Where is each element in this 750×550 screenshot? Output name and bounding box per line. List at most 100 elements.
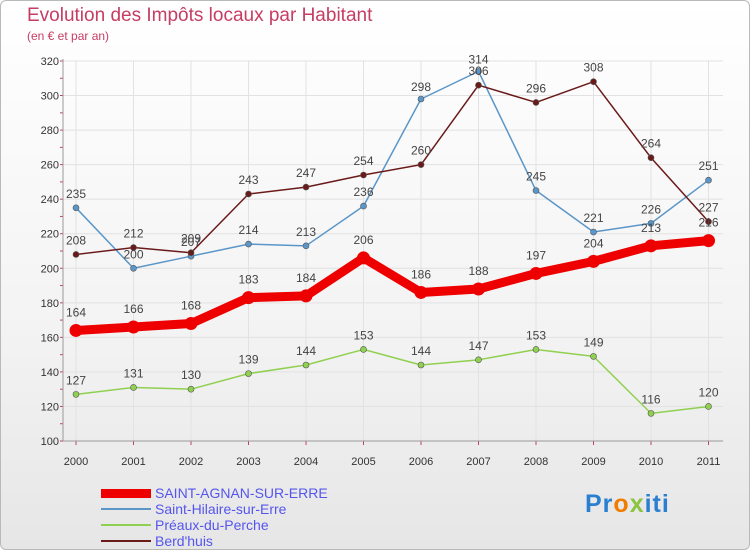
data-point [187, 249, 195, 257]
data-label: 208 [66, 233, 86, 247]
data-point [360, 171, 367, 179]
data-point [532, 99, 540, 106]
data-label: 243 [238, 173, 258, 187]
data-point [475, 81, 482, 89]
data-point [72, 204, 80, 212]
x-tick-label: 2009 [581, 456, 605, 468]
data-point [475, 356, 482, 364]
data-label: 206 [353, 233, 373, 247]
data-point [587, 254, 600, 268]
data-point [245, 240, 252, 248]
y-tick-label: 120 [41, 401, 59, 413]
data-label: 149 [583, 335, 603, 349]
data-label: 197 [526, 248, 546, 262]
data-label: 226 [641, 202, 661, 216]
series-line-1 [75, 70, 710, 270]
data-point [590, 228, 597, 236]
data-label: 306 [468, 64, 488, 78]
data-point [130, 244, 137, 251]
data-label: 209 [181, 232, 201, 246]
data-point [590, 353, 597, 360]
data-point [302, 242, 310, 250]
y-tick-label: 280 [41, 125, 59, 137]
data-point [472, 282, 485, 296]
data-label: 207 [181, 235, 201, 249]
data-label: 221 [583, 211, 603, 225]
data-label: 235 [66, 187, 86, 201]
chart-subtitle: (en € et par an) [27, 29, 110, 43]
legend-swatch-saint-agnan [101, 488, 151, 498]
data-label: 131 [123, 366, 143, 380]
x-tick-label: 2005 [351, 456, 375, 468]
y-tick-label: 180 [41, 298, 59, 310]
y-tick-label: 220 [41, 229, 59, 241]
data-point [705, 176, 712, 184]
data-point [417, 95, 425, 103]
data-label: 314 [468, 52, 488, 66]
legend-label-berdhuis: Berd'huis [155, 533, 213, 549]
x-tick-label: 2002 [179, 456, 203, 468]
data-point [414, 285, 428, 299]
data-point [242, 291, 255, 305]
data-point [705, 218, 712, 225]
x-tick-label: 2006 [409, 456, 433, 468]
series-line-2 [75, 348, 710, 415]
data-label: 204 [583, 236, 603, 250]
data-label: 308 [583, 61, 603, 75]
legend-swatch-berdhuis [101, 540, 151, 542]
data-label: 214 [238, 223, 258, 237]
logo-part-3: x [629, 490, 645, 518]
y-tick-label: 140 [41, 367, 59, 379]
series-line-3 [75, 80, 710, 256]
x-tick-label: 2000 [64, 456, 88, 468]
data-point [644, 239, 658, 253]
y-tick-label: 100 [41, 436, 59, 448]
data-label: 216 [698, 216, 718, 230]
data-point [302, 183, 310, 191]
data-point [187, 385, 195, 393]
y-tick-label: 300 [41, 91, 59, 103]
x-tick-label: 2007 [466, 456, 490, 468]
data-point [529, 266, 543, 280]
data-label: 120 [698, 385, 718, 399]
x-tick-label: 2010 [639, 456, 663, 468]
data-label: 186 [411, 267, 431, 281]
data-label: 296 [526, 81, 546, 95]
data-label: 144 [411, 344, 431, 358]
data-label: 213 [296, 225, 316, 239]
data-label: 130 [181, 368, 201, 382]
data-point [417, 161, 425, 168]
data-label: 153 [353, 328, 373, 342]
data-point [184, 317, 198, 331]
x-tick-label: 2011 [697, 456, 721, 468]
data-label: 168 [181, 299, 201, 313]
data-point [69, 323, 83, 337]
data-label: 200 [123, 247, 143, 261]
data-point [360, 202, 367, 210]
data-label: 247 [296, 166, 316, 180]
data-point [647, 220, 655, 227]
legend-item-berdhuis: Berd'huis [101, 533, 421, 549]
proxiti-logo: Proxiti [585, 490, 670, 519]
data-point [72, 391, 80, 398]
data-label: 116 [641, 392, 660, 406]
data-point [532, 187, 540, 194]
data-label: 254 [353, 154, 373, 168]
x-tick-label: 2008 [524, 456, 548, 468]
y-tick-label: 240 [41, 194, 59, 206]
data-label: 212 [123, 227, 143, 241]
legend-label-saint-agnan: SAINT-AGNAN-SUR-ERRE [155, 485, 328, 501]
data-label: 153 [526, 328, 546, 342]
data-label: 260 [411, 144, 431, 158]
data-point [299, 289, 313, 303]
data-point [245, 190, 252, 198]
x-tick-label: 2004 [294, 456, 318, 468]
data-label: 298 [411, 80, 431, 94]
legend-label-saint-hilaire: Saint-Hilaire-sur-Erre [155, 501, 287, 517]
x-tick-label: 2003 [236, 456, 260, 468]
data-point [130, 384, 137, 391]
data-label: 164 [66, 305, 86, 319]
data-point [72, 251, 80, 258]
legend-label-preaux: Préaux-du-Perche [155, 517, 269, 533]
